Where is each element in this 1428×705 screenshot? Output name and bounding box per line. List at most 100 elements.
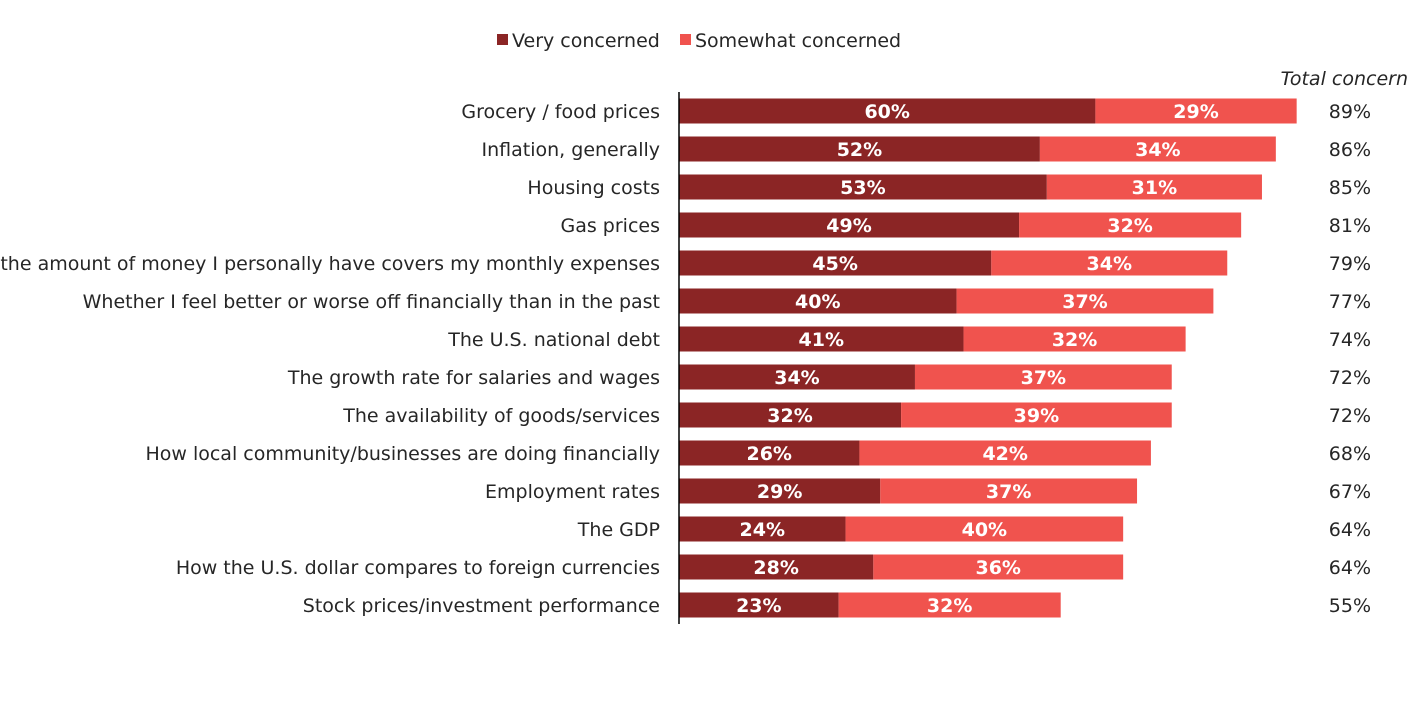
data-label-somewhat-concerned: 34% <box>1135 139 1180 161</box>
bar-somewhat-concerned <box>873 554 1124 580</box>
data-label-somewhat-concerned: 32% <box>927 595 972 617</box>
data-label-somewhat-concerned: 37% <box>1062 291 1107 313</box>
legend-label-very-concerned: Very concerned <box>512 30 660 52</box>
bar-somewhat-concerned <box>991 250 1228 276</box>
data-label-somewhat-concerned: 40% <box>962 519 1007 541</box>
bar-somewhat-concerned <box>838 592 1061 618</box>
category-label: The GDP <box>577 519 660 541</box>
chart-row: The GDP 24% 40% 64% <box>577 516 1371 542</box>
bar-somewhat-concerned <box>880 478 1138 504</box>
chart-row: Housing costs 53% 31% 85% <box>527 174 1371 200</box>
bar-very-concerned <box>679 326 964 352</box>
bar-somewhat-concerned <box>859 440 1151 466</box>
category-label: The growth rate for salaries and wages <box>287 367 660 389</box>
data-label-somewhat-concerned: 32% <box>1052 329 1097 351</box>
total-concern-value: 64% <box>1329 519 1371 541</box>
legend-swatch-very-concerned <box>497 34 508 45</box>
bar-very-concerned <box>679 98 1096 124</box>
chart-row: The U.S. national debt 41% 32% 74% <box>447 326 1371 352</box>
total-concern-value: 85% <box>1329 177 1371 199</box>
data-label-somewhat-concerned: 39% <box>1014 405 1059 427</box>
data-label-somewhat-concerned: 34% <box>1087 253 1132 275</box>
category-label: Employment rates <box>485 481 660 503</box>
category-label: How the amount of money I personally hav… <box>0 253 660 275</box>
data-label-very-concerned: 23% <box>736 595 781 617</box>
bar-very-concerned <box>679 250 992 276</box>
total-concern-value: 68% <box>1329 443 1371 465</box>
bar-somewhat-concerned <box>914 364 1172 390</box>
bar-somewhat-concerned <box>845 516 1124 542</box>
bar-very-concerned <box>679 364 915 390</box>
data-label-very-concerned: 41% <box>799 329 844 351</box>
chart-row: Stock prices/investment performance 23% 32… <box>303 592 1371 618</box>
data-label-somewhat-concerned: 36% <box>975 557 1020 579</box>
category-label: Stock prices/investment performance <box>303 595 660 617</box>
data-label-somewhat-concerned: 37% <box>1021 367 1066 389</box>
category-label: The availability of goods/services <box>342 405 660 427</box>
bar-somewhat-concerned <box>1046 174 1262 200</box>
total-concern-value: 86% <box>1329 139 1371 161</box>
bar-somewhat-concerned <box>963 326 1186 352</box>
data-label-somewhat-concerned: 32% <box>1107 215 1152 237</box>
data-label-somewhat-concerned: 42% <box>982 443 1027 465</box>
data-label-somewhat-concerned: 31% <box>1132 177 1177 199</box>
data-label-very-concerned: 53% <box>840 177 885 199</box>
total-concern-value: 81% <box>1329 215 1371 237</box>
data-label-somewhat-concerned: 29% <box>1173 101 1218 123</box>
bar-very-concerned <box>679 402 902 428</box>
category-label: How local community/businesses are doing… <box>145 443 660 465</box>
data-label-very-concerned: 49% <box>826 215 871 237</box>
bar-somewhat-concerned <box>901 402 1172 428</box>
chart-row: Inflation, generally 52% 34% 86% <box>482 136 1371 162</box>
data-label-very-concerned: 60% <box>864 101 909 123</box>
bar-very-concerned <box>679 516 846 542</box>
chart-row: Employment rates 29% 37% 67% <box>485 478 1371 504</box>
total-concern-value: 72% <box>1329 367 1371 389</box>
chart-row: How the amount of money I personally hav… <box>0 250 1371 276</box>
total-concern-value: 74% <box>1329 329 1371 351</box>
total-concern-value: 89% <box>1329 101 1371 123</box>
chart-row: How local community/businesses are doing… <box>145 440 1371 466</box>
category-label: Housing costs <box>527 177 660 199</box>
bar-somewhat-concerned <box>1039 136 1276 162</box>
bar-very-concerned <box>679 212 1020 238</box>
chart-row: Whether I feel better or worse off finan… <box>83 288 1371 314</box>
bar-very-concerned <box>679 288 957 314</box>
data-label-very-concerned: 52% <box>837 139 882 161</box>
category-label: The U.S. national debt <box>447 329 660 351</box>
bar-very-concerned <box>679 440 860 466</box>
chart-row: How the U.S. dollar compares to foreign … <box>176 554 1371 580</box>
category-label: Grocery / food prices <box>461 101 660 123</box>
category-label: Gas prices <box>561 215 661 237</box>
category-label: Whether I feel better or worse off finan… <box>83 291 660 313</box>
bar-very-concerned <box>679 136 1040 162</box>
chart-row: Gas prices 49% 32% 81% <box>561 212 1371 238</box>
category-label: How the U.S. dollar compares to foreign … <box>176 557 660 579</box>
total-concern-value: 64% <box>1329 557 1371 579</box>
category-label: Inflation, generally <box>482 139 660 161</box>
chart-row: Grocery / food prices 60% 29% 89% <box>461 98 1371 124</box>
total-concern-value: 72% <box>1329 405 1371 427</box>
legend-swatch-somewhat-concerned <box>680 34 691 45</box>
chart-rows: Grocery / food prices 60% 29% 89% Inflation,… <box>0 98 1371 618</box>
data-label-very-concerned: 29% <box>757 481 802 503</box>
bar-very-concerned <box>679 554 874 580</box>
total-concern-value: 77% <box>1329 291 1371 313</box>
data-label-very-concerned: 40% <box>795 291 840 313</box>
total-concern-value: 55% <box>1329 595 1371 617</box>
bar-somewhat-concerned <box>956 288 1214 314</box>
chart-row: The availability of goods/services 32% 39%… <box>342 402 1371 428</box>
legend: Very concerned Somewhat concerned <box>497 30 901 52</box>
bar-very-concerned <box>679 592 839 618</box>
data-label-very-concerned: 24% <box>740 519 785 541</box>
total-concern-value: 67% <box>1329 481 1371 503</box>
bar-somewhat-concerned <box>1019 212 1242 238</box>
bar-somewhat-concerned <box>1095 98 1297 124</box>
chart-row: The growth rate for salaries and wages 34… <box>287 364 1371 390</box>
data-label-somewhat-concerned: 37% <box>986 481 1031 503</box>
data-label-very-concerned: 32% <box>767 405 812 427</box>
bar-very-concerned <box>679 174 1047 200</box>
data-label-very-concerned: 34% <box>774 367 819 389</box>
bar-very-concerned <box>679 478 881 504</box>
